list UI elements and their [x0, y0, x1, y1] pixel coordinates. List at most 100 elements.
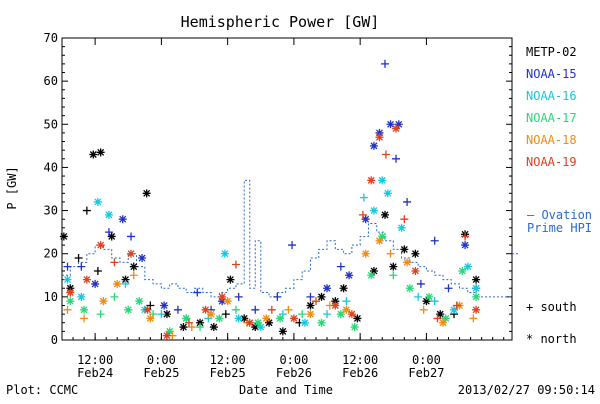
marker-plus	[284, 305, 293, 314]
legend-entry-noaa-18: NOAA-18	[526, 133, 577, 147]
marker-plus	[77, 262, 86, 271]
marker-star	[99, 297, 108, 306]
marker-star	[207, 310, 216, 319]
marker-plus	[342, 297, 351, 306]
marker-star	[323, 284, 332, 293]
series-noaa-19	[66, 124, 481, 340]
marker-star	[367, 176, 376, 185]
plot-area: 01020304050607012:00Feb240:00Feb2512:00F…	[44, 31, 513, 380]
marker-star	[361, 215, 370, 224]
marker-star	[375, 128, 384, 137]
marker-plus	[234, 292, 243, 301]
marker-star	[331, 301, 340, 310]
marker-star	[96, 148, 105, 157]
marker-plus	[400, 215, 409, 224]
y-tick-label: 60	[44, 74, 58, 88]
marker-star	[77, 292, 86, 301]
marker-star	[436, 310, 445, 319]
marker-star	[345, 271, 354, 280]
marker-plus	[63, 262, 72, 271]
marker-plus	[381, 59, 390, 68]
marker-star	[66, 284, 75, 293]
marker-plus	[63, 305, 72, 314]
marker-star	[162, 331, 171, 340]
marker-plus	[323, 310, 332, 319]
marker-star	[234, 314, 243, 323]
marker-star	[201, 305, 210, 314]
marker-star	[369, 206, 378, 215]
marker-star	[386, 120, 395, 129]
marker-star	[160, 301, 169, 310]
footer-timestamp: 2013/02/27 09:50:14	[458, 383, 595, 397]
legend: METP-02 NOAA-15 NOAA-16 NOAA-17 NOAA-18 NOAA-…	[512, 45, 592, 346]
marker-plus	[96, 310, 105, 319]
marker-plus	[288, 241, 297, 250]
marker-star	[143, 305, 152, 314]
marker-star	[89, 150, 98, 159]
marker-star	[118, 215, 127, 224]
plot-frame	[61, 37, 513, 341]
marker-star	[218, 292, 227, 301]
x-tick-label-time: 0:00	[279, 353, 308, 367]
marker-plus	[311, 297, 320, 306]
marker-star	[226, 275, 235, 284]
marker-star	[472, 292, 481, 301]
marker-star	[127, 249, 136, 258]
legend-ovation-line2: Prime HPI	[527, 221, 592, 235]
x-tick-label-date: Feb25	[210, 366, 246, 380]
marker-plus	[187, 323, 196, 332]
marker-star	[129, 262, 138, 271]
marker-star	[179, 323, 188, 332]
marker-star	[383, 189, 392, 198]
y-tick-label: 40	[44, 160, 58, 174]
marker-star	[142, 189, 151, 198]
legend-marker-north: * north	[526, 332, 577, 346]
marker-star	[165, 327, 174, 336]
marker-star	[215, 314, 224, 323]
marker-star	[104, 210, 113, 219]
marker-star	[138, 254, 147, 263]
marker-plus	[358, 210, 367, 219]
y-axis-label: P [GW]	[5, 166, 19, 209]
x-tick-label-time: 12:00	[77, 353, 113, 367]
marker-plus	[157, 310, 166, 319]
x-tick-label-time: 12:00	[210, 353, 246, 367]
marker-star	[438, 318, 447, 327]
marker-star	[472, 284, 481, 293]
marker-star	[218, 297, 227, 306]
marker-star	[306, 301, 315, 310]
x-tick-label-time: 12:00	[342, 353, 378, 367]
marker-star	[353, 314, 362, 323]
footer-plot-credit: Plot: CCMC	[6, 383, 78, 397]
y-tick-label: 30	[44, 204, 58, 218]
legend-entry-metp-02: METP-02	[526, 45, 577, 59]
marker-plus	[149, 310, 158, 319]
marker-plus	[121, 279, 130, 288]
x-tick-label-time: 0:00	[412, 353, 441, 367]
marker-plus	[196, 323, 205, 332]
marker-star	[336, 310, 345, 319]
marker-star	[146, 314, 155, 323]
marker-plus	[416, 279, 425, 288]
marker-star	[450, 305, 459, 314]
marker-star	[135, 297, 144, 306]
marker-plus	[184, 318, 193, 327]
marker-star	[331, 297, 340, 306]
marker-plus	[231, 305, 240, 314]
marker-plus	[298, 310, 307, 319]
marker-star	[381, 210, 390, 219]
x-axis-label: Date and Time	[239, 383, 333, 397]
marker-plus	[452, 301, 461, 310]
marker-plus	[392, 154, 401, 163]
marker-star	[107, 232, 116, 241]
marker-plus	[430, 236, 439, 245]
marker-star	[411, 249, 420, 258]
marker-star	[369, 141, 378, 150]
marker-plus	[82, 206, 91, 215]
legend-entry-noaa-16: NOAA-16	[526, 89, 577, 103]
marker-star	[59, 232, 68, 241]
marker-star	[403, 258, 412, 267]
y-tick-label: 0	[51, 333, 58, 347]
marker-star	[369, 266, 378, 275]
